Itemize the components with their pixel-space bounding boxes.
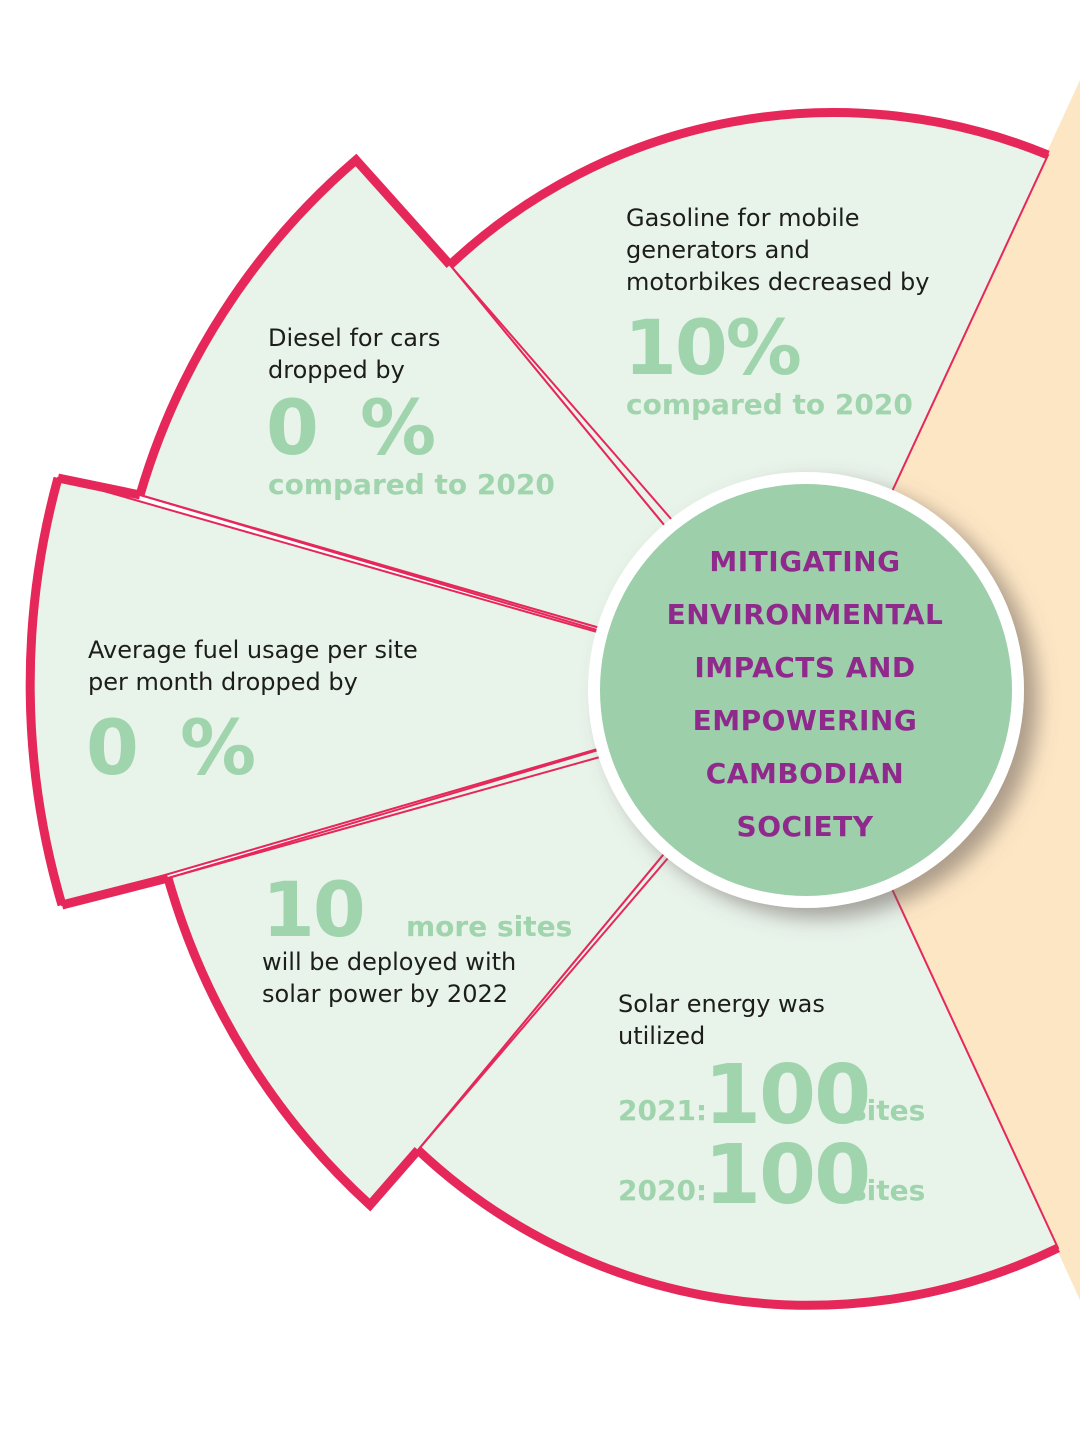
fuel-usage-unit: %: [180, 703, 256, 792]
solar-description: Solar energy was utilized: [618, 990, 825, 1050]
deployment-description: will be deployed with solar power by 202…: [262, 948, 517, 1008]
solar-year-2021: 2021:: [618, 1094, 708, 1127]
gasoline-note: compared to 2020: [626, 388, 913, 421]
solar-year-2020: 2020:: [618, 1174, 708, 1207]
center-title: MITIGATING ENVIRONMENTAL IMPACTS AND EMP…: [666, 545, 944, 843]
gasoline-value: 10%: [624, 303, 802, 392]
diesel-note: compared to 2020: [268, 468, 555, 501]
sector-dividers: [139, 264, 673, 1151]
deployment-unit: more sites: [406, 910, 573, 943]
fuel-usage-value: 0: [86, 703, 139, 792]
solar-unit-2020: sites: [850, 1174, 926, 1207]
diesel-description: Diesel for cars dropped by: [268, 324, 441, 384]
gasoline-description: Gasoline for mobile generators and motor…: [626, 204, 930, 296]
diesel-value: 0: [266, 383, 319, 472]
solar-value-2021: 100: [704, 1048, 871, 1143]
center-circle: [588, 472, 1024, 908]
diesel-unit: %: [360, 383, 436, 472]
solar-unit-2021: sites: [850, 1094, 926, 1127]
fuel-usage-description: Average fuel usage per site per month dr…: [88, 636, 418, 696]
solar-value-2020: 100: [704, 1128, 871, 1223]
deployment-value: 10: [262, 865, 366, 954]
